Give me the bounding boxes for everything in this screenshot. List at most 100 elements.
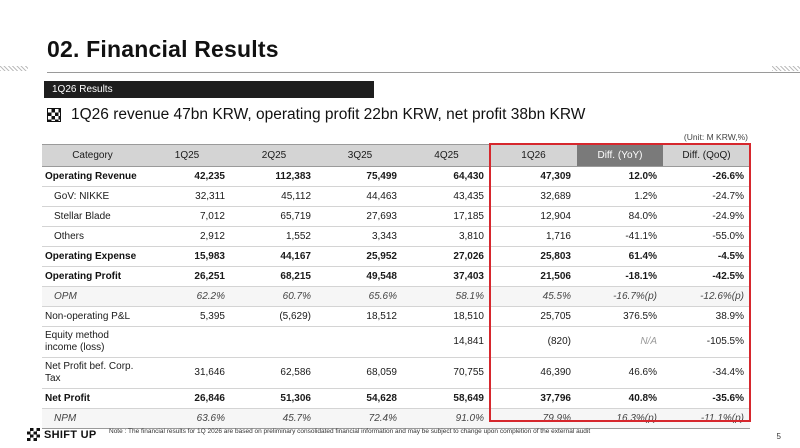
table-cell: 12.0%: [577, 166, 663, 187]
table-cell: 42,235: [143, 166, 231, 187]
table-cell: 62,586: [231, 357, 317, 389]
table-cell: -24.7%: [663, 186, 750, 207]
table-row: Others 2,912 1,552 3,343 3,810 1,716 -41…: [42, 226, 750, 247]
table-cell: 12,904: [490, 206, 577, 227]
row-label: OPM: [42, 286, 143, 307]
table-cell: 65,719: [231, 206, 317, 227]
table-cell: 63.6%: [143, 408, 231, 429]
table-cell: 18,510: [403, 306, 490, 327]
table-cell: 18,512: [317, 306, 403, 327]
table-cell: 27,693: [317, 206, 403, 227]
table-cell: 5,395: [143, 306, 231, 327]
table-header-row: Category 1Q25 2Q25 3Q25 4Q25 1Q26 Diff. …: [42, 144, 750, 167]
table-cell: -26.6%: [663, 166, 750, 187]
title-divider: [47, 72, 800, 73]
table-row: Operating Revenue 42,235 112,383 75,499 …: [42, 166, 750, 187]
table-cell: 112,383: [231, 166, 317, 187]
table-cell: 21,506: [490, 266, 577, 287]
table-cell: [317, 326, 403, 358]
table-cell: 14,841: [403, 326, 490, 358]
column-header: Category: [42, 144, 143, 167]
table-cell: 75,499: [317, 166, 403, 187]
table-cell: 37,403: [403, 266, 490, 287]
table-cell: 26,846: [143, 388, 231, 409]
table-cell: 60.7%: [231, 286, 317, 307]
table-cell: 38.9%: [663, 306, 750, 327]
headline-text: 1Q26 revenue 47bn KRW, operating profit …: [71, 106, 586, 123]
table-cell: (820): [490, 326, 577, 358]
table-row: Stellar Blade 7,012 65,719 27,693 17,185…: [42, 206, 750, 227]
table-cell: -18.1%: [577, 266, 663, 287]
table-cell: [231, 326, 317, 358]
table-cell: 37,796: [490, 388, 577, 409]
logo-text: SHIFT UP: [44, 428, 97, 441]
column-header: 1Q25: [143, 144, 231, 167]
page-title: 02. Financial Results: [47, 36, 279, 62]
table-cell: 1.2%: [577, 186, 663, 207]
table-row: Operating Profit 26,251 68,215 49,548 37…: [42, 266, 750, 287]
table-cell: 46.6%: [577, 357, 663, 389]
table-row: NPM 63.6% 45.7% 72.4% 91.0% 79.9% 16.3%(…: [42, 408, 750, 429]
table-cell: -42.5%: [663, 266, 750, 287]
table-cell: 84.0%: [577, 206, 663, 227]
row-label: Equity method income (loss): [42, 326, 143, 358]
row-label: Operating Revenue: [42, 166, 143, 187]
table-cell: [143, 326, 231, 358]
column-header: Diff. (YoY): [577, 144, 663, 167]
table-cell: 25,952: [317, 246, 403, 267]
table-cell: 54,628: [317, 388, 403, 409]
table-cell: 49,548: [317, 266, 403, 287]
table-cell: 58.1%: [403, 286, 490, 307]
table-cell: 91.0%: [403, 408, 490, 429]
table-row: Net Profit 26,846 51,306 54,628 58,649 3…: [42, 388, 750, 409]
table-cell: 3,343: [317, 226, 403, 247]
column-header: 2Q25: [231, 144, 317, 167]
table-cell: (5,629): [231, 306, 317, 327]
table-cell: 31,646: [143, 357, 231, 389]
table-cell: 376.5%: [577, 306, 663, 327]
left-hatch-decoration: [0, 66, 28, 71]
table-cell: 72.4%: [317, 408, 403, 429]
table-cell: 1,716: [490, 226, 577, 247]
page-number: 5: [776, 432, 781, 441]
column-header: 3Q25: [317, 144, 403, 167]
table-row: OPM 62.2% 60.7% 65.6% 58.1% 45.5% -16.7%…: [42, 286, 750, 307]
checkered-flag-icon: [47, 108, 61, 122]
table-cell: -11.1%(p): [663, 408, 750, 429]
table-cell: 45,112: [231, 186, 317, 207]
right-hatch-decoration: [772, 66, 800, 71]
table-cell: 62.2%: [143, 286, 231, 307]
row-label: GoV: NIKKE: [42, 186, 143, 207]
column-header: 1Q26: [490, 144, 577, 167]
table-cell: 26,251: [143, 266, 231, 287]
table-cell: 51,306: [231, 388, 317, 409]
table-cell: 25,803: [490, 246, 577, 267]
table-cell: -24.9%: [663, 206, 750, 227]
column-header: Diff. (QoQ): [663, 144, 750, 167]
table-cell: 79.9%: [490, 408, 577, 429]
table-row: GoV: NIKKE 32,311 45,112 44,463 43,435 3…: [42, 186, 750, 207]
table-cell: 3,810: [403, 226, 490, 247]
table-cell: 25,705: [490, 306, 577, 327]
table-cell: 70,755: [403, 357, 490, 389]
table-cell: 15,983: [143, 246, 231, 267]
table-row: Equity method income (loss) 14,841 (820)…: [42, 326, 750, 358]
table-row: Net Profit bef. Corp. Tax 31,646 62,586 …: [42, 357, 750, 389]
table-cell: 1,552: [231, 226, 317, 247]
table-cell: 7,012: [143, 206, 231, 227]
table-row: Non-operating P&L 5,395 (5,629) 18,512 1…: [42, 306, 750, 327]
table-cell: 43,435: [403, 186, 490, 207]
footnote: Note : The financial results for 1Q 2026…: [109, 428, 591, 435]
table-cell: 40.8%: [577, 388, 663, 409]
table-cell: 45.7%: [231, 408, 317, 429]
table-row: Operating Expense 15,983 44,167 25,952 2…: [42, 246, 750, 267]
row-label: Others: [42, 226, 143, 247]
table-cell: -34.4%: [663, 357, 750, 389]
row-label: Net Profit: [42, 388, 143, 409]
table-cell: 44,167: [231, 246, 317, 267]
headline: 1Q26 revenue 47bn KRW, operating profit …: [47, 106, 585, 124]
table-cell: 32,689: [490, 186, 577, 207]
table-cell: 68,059: [317, 357, 403, 389]
unit-label: (Unit: M KRW,%): [683, 132, 748, 142]
company-logo: SHIFT UP: [27, 428, 97, 441]
